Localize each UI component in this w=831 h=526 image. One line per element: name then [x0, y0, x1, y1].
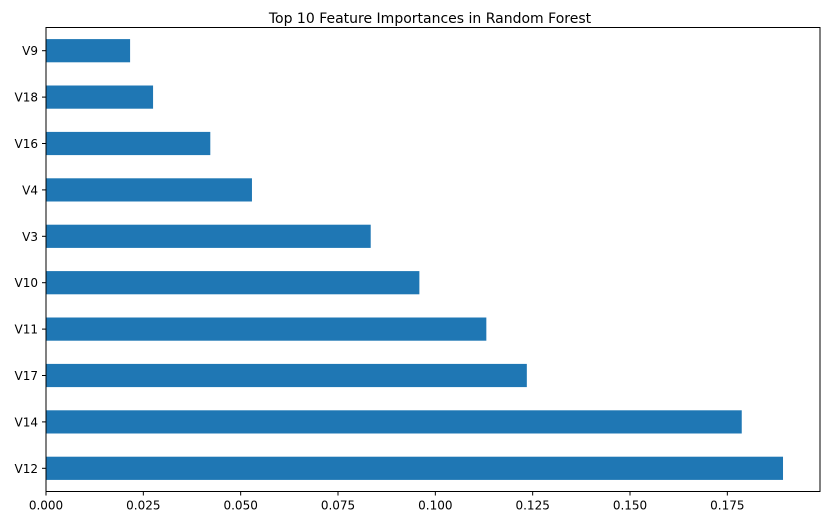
x-tick-label: 0.150 — [613, 499, 647, 513]
y-tick-label: V16 — [15, 137, 38, 151]
x-tick-label: 0.100 — [418, 499, 452, 513]
bar-v4 — [46, 178, 252, 202]
bar-v12 — [46, 456, 784, 480]
bar-v3 — [46, 224, 371, 248]
x-tick-label: 0.050 — [223, 499, 257, 513]
plot-frame — [45, 27, 821, 492]
y-tick-label: V3 — [22, 230, 38, 244]
y-tick-label: V4 — [22, 183, 38, 197]
bar-v18 — [46, 85, 154, 109]
bar-v10 — [46, 271, 420, 295]
chart-title: Top 10 Feature Importances in Random For… — [268, 11, 592, 27]
x-tick-label: 0.175 — [710, 499, 744, 513]
y-tick-label: V18 — [15, 91, 38, 105]
bar-v16 — [46, 131, 211, 156]
x-axis: 0.000 0.025 0.050 0.075 0.100 0.125 0.150 0.175 — [29, 491, 745, 513]
bar-v11 — [46, 317, 487, 341]
x-tick-label: 0.125 — [515, 499, 549, 513]
y-tick-label: V12 — [15, 462, 38, 476]
y-tick-label: V11 — [15, 323, 38, 337]
y-tick-label: V9 — [22, 44, 38, 58]
bars-group — [46, 39, 784, 480]
y-tick-label: V14 — [15, 415, 38, 429]
y-tick-label: V17 — [15, 369, 38, 383]
y-tick-label: V10 — [15, 276, 38, 290]
x-tick-label: 0.000 — [29, 499, 63, 513]
bar-v17 — [46, 363, 527, 388]
bar-v14 — [46, 410, 742, 434]
x-tick-label: 0.025 — [126, 499, 160, 513]
y-axis: V12 V14 V17 V11 V10 V3 V4 V16 V18 V9 — [15, 44, 46, 476]
bar-v9 — [46, 39, 131, 63]
x-tick-label: 0.075 — [321, 499, 355, 513]
